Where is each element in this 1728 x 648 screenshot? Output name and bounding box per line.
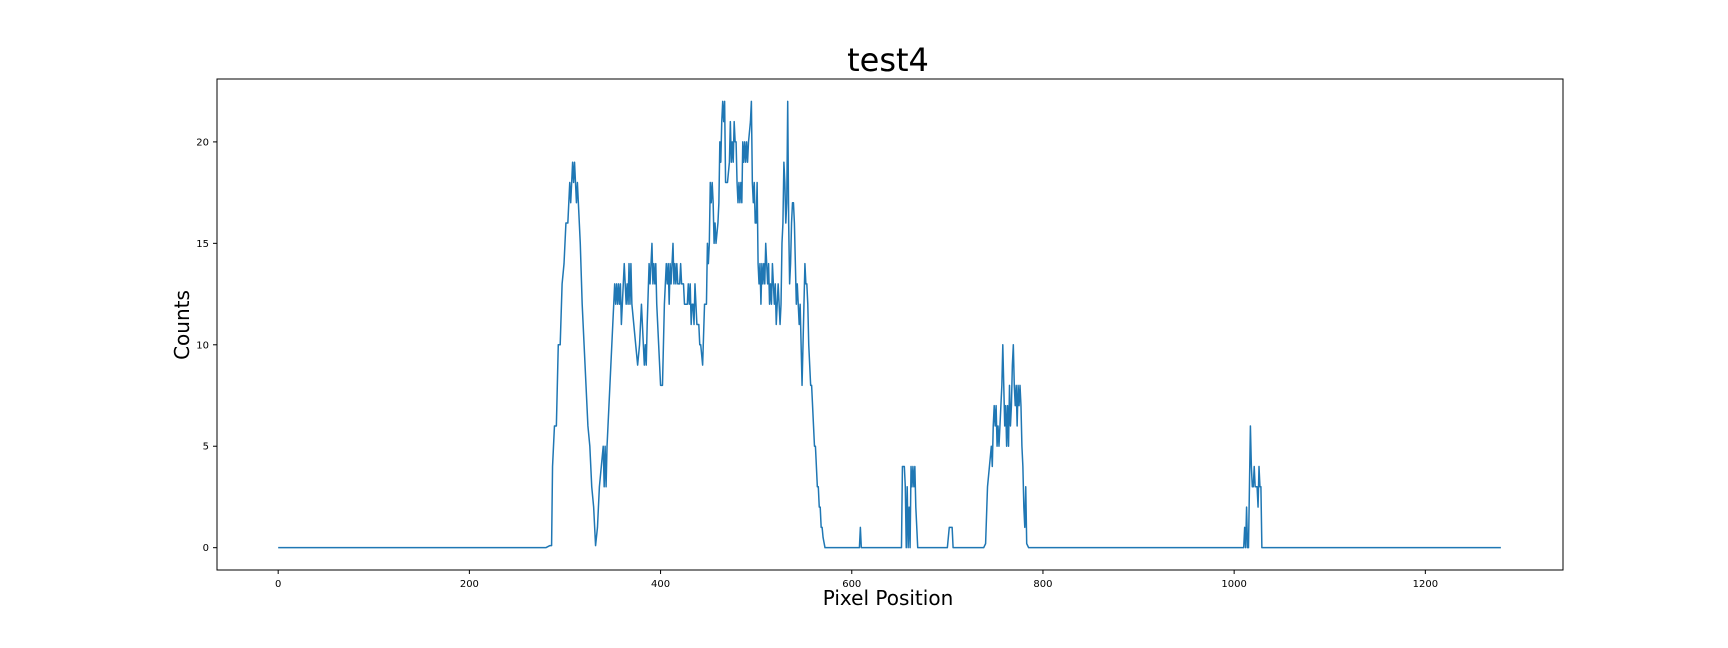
x-tick-label: 0 [275,579,281,590]
x-tick-label: 1000 [1221,579,1246,590]
y-tick-label: 5 [203,442,209,453]
series-layer [278,100,1501,549]
y-tick-label: 0 [203,543,209,554]
x-axis-ticks: 0 200 400 600 800 1000 1200 [275,570,1438,590]
x-axis-label: Pixel Position [823,586,954,610]
x-tick-label: 200 [460,579,479,590]
plot-frame [216,78,1564,571]
x-tick-label: 800 [1033,579,1052,590]
y-axis-ticks: 0 5 10 15 20 [196,137,217,554]
chart-title: test4 [847,41,929,79]
x-tick-label: 400 [651,579,670,590]
series-line [278,100,1501,549]
y-axis-label: Counts [170,290,194,360]
y-tick-label: 10 [196,340,209,351]
x-tick-label: 600 [842,579,861,590]
x-tick-label: 1200 [1413,579,1438,590]
y-tick-label: 15 [196,239,209,250]
y-tick-label: 20 [196,137,209,148]
